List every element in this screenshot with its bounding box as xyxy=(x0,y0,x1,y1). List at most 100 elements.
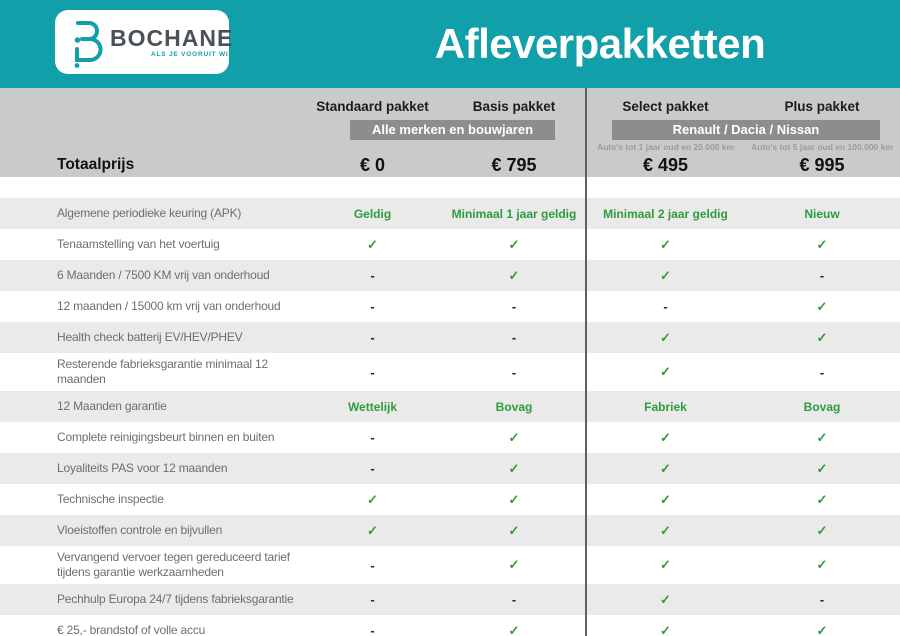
feature-label: Technische inspectie xyxy=(57,492,164,506)
package-name-select: Select pakket xyxy=(622,98,709,114)
feature-label: 12 maanden / 15000 km vrij van onderhoud xyxy=(57,299,281,313)
feature-value-select: Fabriek xyxy=(644,399,687,414)
feature-value-plus: ✓ xyxy=(816,429,828,445)
feature-row: Pechhulp Europa 24/7 tijdens fabrieksgar… xyxy=(0,584,900,615)
feature-value-plus: ✓ xyxy=(816,329,828,345)
feature-row: 12 maanden / 15000 km vrij van onderhoud… xyxy=(0,291,900,322)
feature-value-plus: ✓ xyxy=(816,491,828,507)
bochane-b-icon xyxy=(74,21,103,68)
feature-rows: Algemene periodieke keuring (APK) Geldig… xyxy=(0,198,900,636)
feature-row: Health check batterij EV/HEV/PHEV - - ✓ … xyxy=(0,322,900,353)
group-band-all-brands: Alle merken en bouwjaren xyxy=(350,120,555,140)
brand-name: BOCHANE xyxy=(110,25,234,51)
feature-value-select: ✓ xyxy=(660,622,671,636)
feature-value-basis: ✓ xyxy=(508,491,520,507)
feature-value-basis: ✓ xyxy=(508,460,520,476)
feature-value-standaard: Geldig xyxy=(353,206,392,221)
page-title: Afleverpakketten xyxy=(434,20,766,67)
package-price-select: € 495 xyxy=(642,154,689,175)
feature-value-basis: Bovag xyxy=(495,399,533,414)
package-name-plus: Plus pakket xyxy=(784,98,860,114)
feature-label: € 25,- brandstof of volle accu xyxy=(57,623,206,636)
feature-value-plus: ✓ xyxy=(816,460,828,476)
package-price-plus: € 995 xyxy=(799,154,845,175)
feature-label: Tenaamstelling van het voertuig xyxy=(57,237,220,251)
header-spacer xyxy=(0,177,900,198)
feature-value-select: Minimaal 2 jaar geldig xyxy=(603,206,728,221)
feature-row: Vervangend vervoer tegen gereduceerd tar… xyxy=(0,546,900,584)
feature-value-basis: ✓ xyxy=(508,557,520,572)
feature-value-basis: ✓ xyxy=(508,429,520,445)
feature-value-basis: - xyxy=(511,592,517,607)
feature-value-select: ✓ xyxy=(660,329,671,345)
package-name-basis: Basis pakket xyxy=(472,98,556,114)
feature-label: Health check batterij EV/HEV/PHEV xyxy=(57,330,243,344)
feature-label: Complete reinigingsbeurt binnen en buite… xyxy=(57,430,275,444)
feature-value-plus: ✓ xyxy=(816,522,828,538)
feature-value-select: ✓ xyxy=(660,491,671,507)
column-divider xyxy=(585,88,587,636)
feature-value-select: ✓ xyxy=(660,460,671,476)
feature-value-standaard: - xyxy=(370,592,375,607)
feature-value-plus: ✓ xyxy=(816,298,828,314)
feature-label: 12 Maanden garantie xyxy=(57,399,167,413)
feature-value-standaard: ✓ xyxy=(367,522,378,538)
feature-value-select: ✓ xyxy=(660,591,671,607)
feature-row: € 25,- brandstof of volle accu - ✓ ✓ ✓ xyxy=(0,615,900,636)
feature-value-standaard: Wettelijk xyxy=(347,399,398,414)
feature-value-standaard: ✓ xyxy=(367,491,378,507)
feature-value-plus: ✓ xyxy=(816,236,828,252)
feature-value-select: ✓ xyxy=(660,557,671,572)
feature-row: Loyaliteits PAS voor 12 maanden - ✓ ✓ ✓ xyxy=(0,453,900,484)
feature-value-basis: Minimaal 1 jaar geldig xyxy=(451,206,577,221)
feature-value-standaard: - xyxy=(370,430,375,445)
feature-value-plus: - xyxy=(819,592,825,607)
package-note-select: Auto's tot 1 jaar oud en 20.000 km xyxy=(596,142,735,152)
feature-value-standaard: - xyxy=(370,461,375,476)
feature-value-standaard: - xyxy=(370,268,375,283)
table-header: Standaard pakket Basis pakket Select pak… xyxy=(0,88,900,177)
feature-value-standaard: - xyxy=(370,299,375,314)
feature-value-standaard: - xyxy=(370,330,375,345)
feature-value-basis: - xyxy=(511,364,517,380)
package-price-basis: € 795 xyxy=(491,154,537,175)
feature-value-select: ✓ xyxy=(660,267,671,283)
feature-value-select: ✓ xyxy=(660,522,671,538)
feature-row: Algemene periodieke keuring (APK) Geldig… xyxy=(0,198,900,229)
feature-label: Vloeistoffen controle en bijvullen xyxy=(57,523,223,537)
feature-value-plus: Nieuw xyxy=(804,206,840,221)
feature-value-select: - xyxy=(663,299,668,314)
feature-row: 6 Maanden / 7500 KM vrij van onderhoud -… xyxy=(0,260,900,291)
feature-value-standaard: - xyxy=(370,364,375,380)
brand-text: BOCHANE ALS JE VOORUIT WIL xyxy=(110,26,233,58)
feature-label: Resterende fabrieksgarantie minimaal 12 … xyxy=(57,357,268,386)
feature-row: Vloeistoffen controle en bijvullen ✓ ✓ ✓… xyxy=(0,515,900,546)
feature-label: Loyaliteits PAS voor 12 maanden xyxy=(57,461,228,475)
feature-value-plus: - xyxy=(819,268,825,283)
package-name-standaard: Standaard pakket xyxy=(316,98,429,114)
package-price-standaard: € 0 xyxy=(359,154,386,175)
feature-value-basis: ✓ xyxy=(508,622,520,636)
feature-value-select: ✓ xyxy=(660,429,671,445)
feature-label: Algemene periodieke keuring (APK) xyxy=(57,206,242,220)
brand-logo: BOCHANE ALS JE VOORUIT WIL xyxy=(55,10,232,74)
feature-value-select: ✓ xyxy=(660,364,671,379)
feature-value-plus: - xyxy=(819,364,825,380)
feature-row: Technische inspectie ✓ ✓ ✓ ✓ xyxy=(0,484,900,515)
package-note-plus: Auto's tot 5 jaar oud en 100.000 km xyxy=(751,142,893,152)
feature-row: Complete reinigingsbeurt binnen en buite… xyxy=(0,422,900,453)
feature-value-plus: Bovag xyxy=(803,399,841,414)
feature-value-plus: ✓ xyxy=(816,557,828,572)
feature-label: Vervangend vervoer tegen gereduceerd tar… xyxy=(57,550,290,579)
feature-row: Resterende fabrieksgarantie minimaal 12 … xyxy=(0,353,900,391)
feature-value-basis: ✓ xyxy=(508,267,520,283)
brand-tagline: ALS JE VOORUIT WIL xyxy=(150,51,234,58)
feature-value-basis: - xyxy=(511,330,517,345)
feature-row: Tenaamstelling van het voertuig ✓ ✓ ✓ ✓ xyxy=(0,229,900,260)
feature-value-standaard: - xyxy=(370,623,375,636)
feature-value-basis: ✓ xyxy=(508,522,520,538)
feature-value-standaard: ✓ xyxy=(367,236,378,252)
group-band-renault-dacia-nissan: Renault / Dacia / Nissan xyxy=(612,120,880,140)
feature-value-standaard: - xyxy=(370,557,375,573)
